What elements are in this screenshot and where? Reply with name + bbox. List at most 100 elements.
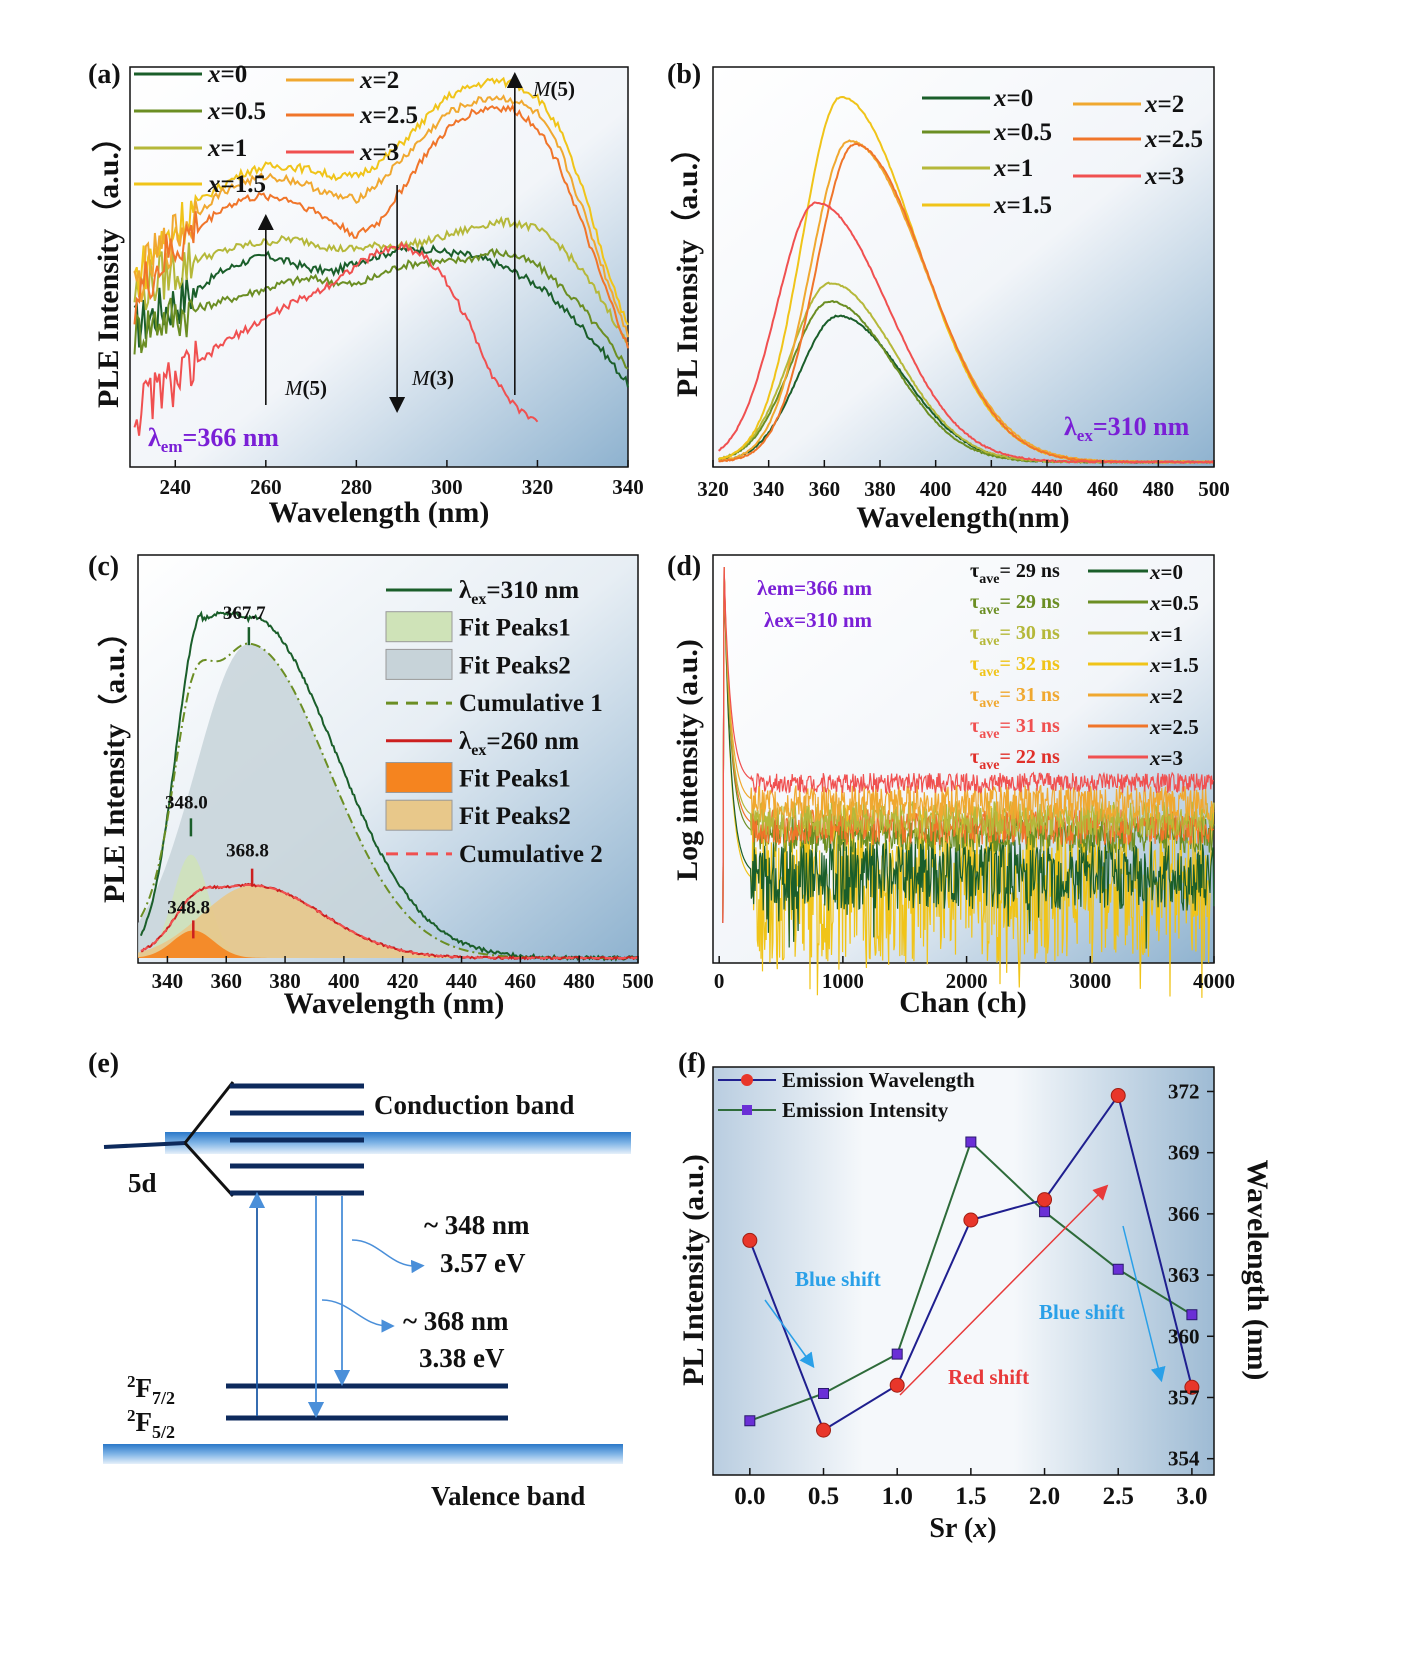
a-tick-label: 240 — [160, 475, 192, 499]
a-line-x=2.5 — [133, 103, 629, 349]
f-point-wavelength — [742, 1232, 758, 1248]
d-legend-label: x=1 — [1149, 622, 1183, 646]
f-point-intensity — [965, 1136, 977, 1148]
d-legend-label: x=3 — [1149, 746, 1183, 770]
c-fit-peak2-310 — [138, 644, 638, 958]
d-tick-label: 2000 — [946, 969, 988, 993]
a-line-x=0.5 — [133, 247, 629, 370]
f-point-intensity — [818, 1387, 830, 1399]
c-legend-label: λex=310 nm — [459, 577, 579, 608]
f-tick-label: 0.5 — [808, 1483, 839, 1510]
c-tick-label: 340 — [152, 969, 184, 993]
c-cumulative-2 — [140, 884, 638, 959]
c-tick-label: 420 — [387, 969, 419, 993]
a-arrow-label-1: M(3) — [411, 366, 454, 390]
valence-band-label: Valence band — [431, 1481, 585, 1511]
panel-label-a: (a) — [88, 59, 121, 90]
c-legend-label: Cumulative 1 — [459, 690, 603, 717]
a-tick-label: 260 — [250, 475, 282, 499]
f-y2tick-label: 369 — [1168, 1141, 1200, 1165]
c-legend-swatch — [385, 762, 453, 793]
b-tick-label: 500 — [1198, 477, 1230, 501]
transition1-ev: 3.57 eV — [440, 1248, 526, 1278]
b-tick-label: 440 — [1031, 477, 1063, 501]
c-fit-peak2-260 — [138, 885, 521, 958]
c-fit-peak1-260 — [138, 930, 286, 958]
d-legend-tau: τave= 29 ns — [970, 591, 1060, 618]
f-y2tick-label: 357 — [1168, 1385, 1200, 1409]
c-legend-label: λex=260 nm — [459, 728, 579, 759]
a-series-lines — [133, 76, 629, 436]
b-legend-label: x=3 — [1144, 163, 1184, 190]
a-line-x=3 — [133, 241, 539, 436]
panel-label-d: (d) — [667, 551, 701, 582]
a-legend-label: x=2.5 — [359, 102, 418, 129]
d-tick-label: 0 — [714, 969, 725, 993]
d-legend-tau: τave= 31 ns — [970, 715, 1060, 742]
c-peak-label: 348.8 — [167, 897, 210, 918]
b-ylabel: PL Intensity（a.u.） — [670, 133, 704, 397]
c-ylabel: PLE Intensity（a.u.） — [97, 617, 131, 903]
c-xlabel: Wavelength (nm) — [284, 987, 505, 1020]
c-tick-label: 380 — [269, 969, 301, 993]
c-tick-label: 500 — [622, 969, 654, 993]
a-legend-label: x=1 — [207, 135, 247, 162]
a-tick-label: 340 — [612, 475, 644, 499]
a-annotation: λem=366 nm — [148, 423, 279, 456]
f-tick-label: 2.0 — [1029, 1483, 1060, 1510]
a-line-x=2 — [133, 94, 629, 338]
a-tick-label: 320 — [522, 475, 554, 499]
f-legend-marker — [742, 1105, 752, 1115]
callout-curve-2 — [321, 1299, 395, 1333]
a-ylabel: PLE Intensity（a.u.） — [91, 122, 125, 408]
plot-area-b — [712, 66, 1215, 468]
panel-a: M(5) M(3) M(5) 240 260 280 300 320 340 (a) Wave… — [88, 59, 644, 529]
f-tick-label: 1.0 — [882, 1483, 913, 1510]
f52-label: 2F5/2 — [127, 1406, 175, 1442]
b-tick-label: 380 — [864, 477, 896, 501]
c-legend-swatch — [385, 799, 453, 831]
panel-c: 340 360 380 400 420 440 460 480 500 (c) Waveleng… — [88, 551, 654, 1020]
f-legend-marker — [741, 1074, 753, 1086]
c-legend-label: Fit Peaks2 — [459, 652, 571, 679]
d-xticks: 0 1000 2000 3000 4000 — [714, 956, 1235, 993]
b-xlabel: Wavelength(nm) — [856, 501, 1069, 534]
c-peak-labels: 367.7 348.0 368.8 348.8 — [165, 603, 269, 939]
c-peak-label: 348.0 — [165, 792, 208, 813]
d-legend-tau: τave= 32 ns — [970, 653, 1060, 680]
d-legend-tau: τave= 31 ns — [970, 684, 1060, 711]
a-xlabel: Wavelength (nm) — [269, 496, 490, 529]
d-line-x=0 — [722, 566, 1215, 949]
f-legend: Emission Wavelength Emission Intensity — [718, 1068, 975, 1122]
transition2-ev: 3.38 eV — [419, 1343, 505, 1373]
b-line-x=3 — [718, 201, 1215, 465]
f-y2label: Wavelength (nm) — [1241, 1160, 1274, 1381]
c-tick-label: 400 — [328, 969, 360, 993]
f-legend-label: Emission Intensity — [782, 1098, 949, 1122]
b-tick-label: 480 — [1143, 477, 1175, 501]
a-legend-label: x=1.5 — [207, 171, 266, 198]
panel-e: (e) Conduction band Valence band 5d 2F7/… — [88, 1048, 631, 1511]
transition1-nm: ~ 348 nm — [424, 1210, 530, 1240]
c-legend-label: Fit Peaks1 — [459, 766, 571, 793]
red-shift-arrow — [899, 1184, 1109, 1396]
a-legend-label: x=3 — [359, 139, 399, 166]
blue-shift-label-2: Blue shift — [1039, 1300, 1125, 1324]
f-ylabel: PL Intensity (a.u.) — [677, 1154, 710, 1386]
c-legend-label: Fit Peaks2 — [459, 803, 571, 830]
a-line-x=0 — [133, 243, 629, 388]
panel-label-e: (e) — [88, 1048, 119, 1079]
d-legend-tau: τave= 29 ns — [970, 560, 1060, 587]
a-legend-label: x=0.5 — [207, 98, 266, 125]
d-series-lines — [722, 566, 1215, 998]
c-tick-label: 460 — [505, 969, 537, 993]
d-line-x=3 — [722, 566, 1215, 924]
blue-shift-label-1: Blue shift — [795, 1267, 881, 1291]
d-legend-label: x=2.5 — [1149, 715, 1199, 739]
d-tick-label: 1000 — [822, 969, 864, 993]
a-tick-label: 280 — [341, 475, 373, 499]
c-curves — [138, 610, 639, 962]
d-legend-tau: τave= 22 ns — [970, 746, 1060, 773]
a-legend-label: x=2 — [359, 67, 399, 94]
f-y2tick-label: 363 — [1168, 1263, 1200, 1287]
